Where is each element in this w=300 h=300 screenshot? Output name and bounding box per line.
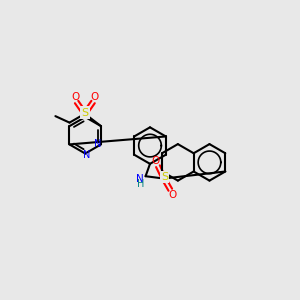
- Text: O: O: [152, 156, 160, 166]
- Text: S: S: [81, 108, 88, 118]
- Text: O: O: [90, 92, 99, 102]
- Text: N: N: [83, 150, 90, 160]
- Text: N: N: [94, 140, 101, 149]
- Text: O: O: [71, 92, 79, 102]
- Text: O: O: [169, 190, 177, 200]
- Text: N: N: [136, 174, 144, 184]
- Text: H: H: [136, 179, 144, 190]
- Text: S: S: [161, 172, 168, 182]
